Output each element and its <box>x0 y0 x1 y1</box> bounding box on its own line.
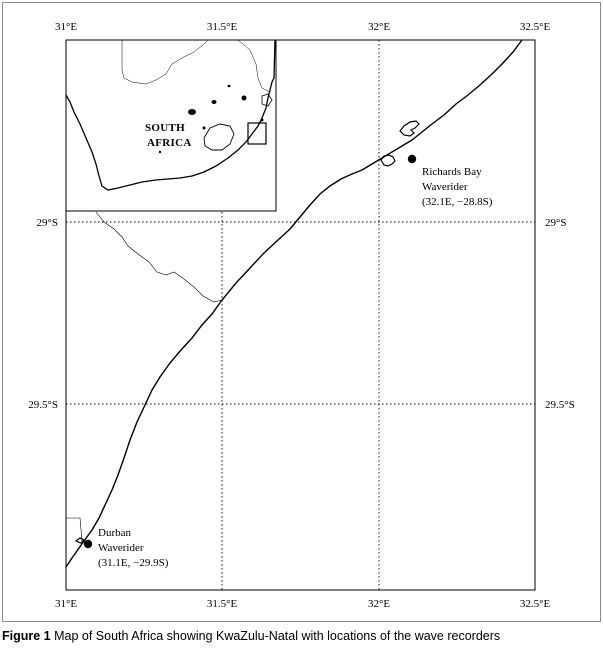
richards-bay-lagoon <box>380 154 396 167</box>
durban-coords: (31.1E, −29.9S) <box>98 557 169 569</box>
durban-label-line2: Waverider <box>98 542 144 554</box>
southern-boundary <box>66 517 83 542</box>
inset-lake-7 <box>158 150 162 154</box>
inset-country-label-line1: SOUTH <box>145 122 185 134</box>
inset-lake-6 <box>202 126 206 130</box>
richards-bay-marker <box>407 154 417 164</box>
bottom-tick-31-5e: 31.5°E <box>207 598 238 610</box>
figure-frame <box>2 2 601 622</box>
left-tick-29s: 29°S <box>36 217 58 229</box>
top-tick-31e: 31°E <box>55 21 77 33</box>
caption-text: Map of South Africa showing KwaZulu-Nata… <box>50 629 501 643</box>
inset-coastline <box>65 39 276 191</box>
top-tick-32-5e: 32.5°E <box>520 21 551 33</box>
inset-eastern-border <box>237 39 271 93</box>
figure-caption: Figure 1 Map of South Africa showing Kwa… <box>2 628 602 644</box>
lake-st-lucia <box>399 120 420 137</box>
inset-lake-3 <box>241 95 247 101</box>
inset-study-area-box <box>247 122 267 145</box>
caption-label: Figure 1 <box>2 629 51 643</box>
bottom-tick-31e: 31°E <box>55 598 77 610</box>
durban-marker <box>83 539 93 549</box>
right-tick-29-5s: 29.5°S <box>545 399 575 411</box>
inset-country-label-line2: AFRICA <box>147 137 192 149</box>
left-tick-29-5s: 29.5°S <box>28 399 58 411</box>
bottom-tick-32-5e: 32.5°E <box>520 598 551 610</box>
top-tick-31-5e: 31.5°E <box>207 21 238 33</box>
inset-swaziland <box>261 93 273 107</box>
richards-bay-coords: (32.1E, −28.8S) <box>422 196 493 208</box>
inset-lake-2 <box>211 100 217 104</box>
map-frame <box>65 39 536 591</box>
durban-harbour <box>74 537 86 544</box>
inset-northern-border <box>121 39 209 85</box>
inset-map: SOUTH AFRICA <box>65 39 277 212</box>
richards-bay-label-line1: Richards Bay <box>422 166 482 178</box>
inset-lake-4 <box>227 84 231 88</box>
inset-lesotho <box>203 123 235 151</box>
top-tick-32e: 32°E <box>368 21 390 33</box>
inset-lake-1 <box>188 109 196 115</box>
inset-lake-5 <box>260 118 264 122</box>
bottom-tick-32e: 32°E <box>368 598 390 610</box>
coastline <box>65 39 523 568</box>
durban-label-line1: Durban <box>98 527 131 539</box>
richards-bay-label-line2: Waverider <box>422 181 468 193</box>
provincial-boundary <box>95 211 223 303</box>
right-tick-29s: 29°S <box>545 217 567 229</box>
